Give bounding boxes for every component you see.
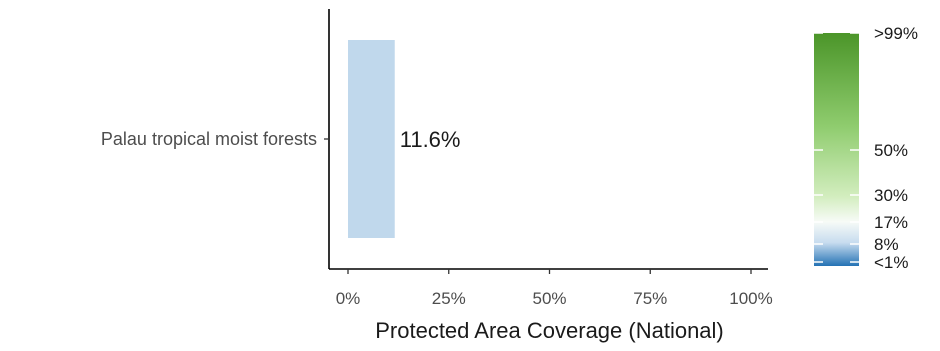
legend-label-3: 17% bbox=[874, 213, 908, 232]
legend-label-1: 50% bbox=[874, 141, 908, 160]
category-label-0: Palau tropical moist forests bbox=[101, 129, 317, 149]
legend-label-0: >99% bbox=[874, 24, 918, 43]
plot-area: Palau tropical moist forests 11.6% 0% 25% 50… bbox=[101, 9, 773, 343]
x-axis-title: Protected Area Coverage (National) bbox=[375, 318, 724, 343]
legend: >99% 50% 30% 17% 8%<1% bbox=[814, 24, 918, 272]
x-tick-label-4: 100% bbox=[729, 289, 772, 308]
legend-label-4: 8% bbox=[874, 235, 899, 254]
bar-0 bbox=[348, 40, 395, 238]
x-tick-label-2: 50% bbox=[532, 289, 566, 308]
legend-label-5: <1% bbox=[874, 253, 909, 272]
data-label-0: 11.6% bbox=[400, 127, 461, 152]
legend-label-2: 30% bbox=[874, 186, 908, 205]
x-tick-label-1: 25% bbox=[432, 289, 466, 308]
x-tick-label-0: 0% bbox=[336, 289, 361, 308]
x-tick-label-3: 75% bbox=[633, 289, 667, 308]
